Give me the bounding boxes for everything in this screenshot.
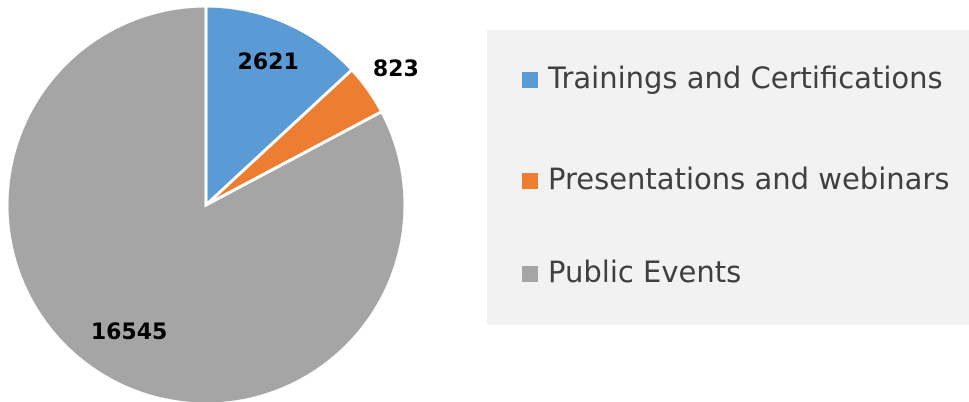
legend-box bbox=[487, 30, 969, 325]
legend-label: Public Events bbox=[548, 255, 741, 289]
legend-swatch bbox=[522, 173, 538, 189]
legend-label: Presentations and webinars bbox=[548, 162, 949, 196]
data-label: 823 bbox=[373, 57, 419, 82]
legend-swatch bbox=[522, 72, 538, 88]
data-label: 2621 bbox=[238, 50, 299, 75]
pie-slice bbox=[204, 4, 355, 209]
data-label: 16545 bbox=[91, 320, 168, 345]
legend-label: Trainings and Certifications bbox=[547, 61, 943, 95]
pie-slice bbox=[5, 4, 407, 402]
legend-swatch bbox=[522, 266, 538, 282]
